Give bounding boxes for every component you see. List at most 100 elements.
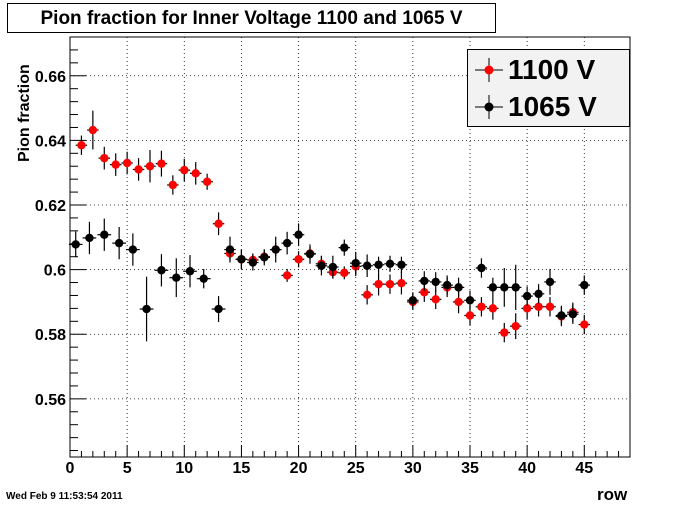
y-axis-label: Pion fraction (16, 64, 33, 162)
data-point (397, 278, 406, 288)
data-point (100, 153, 109, 163)
data-point (465, 311, 475, 320)
chart-title-box: Pion fraction for Inner Voltage 1100 and… (7, 3, 496, 33)
data-point (134, 165, 143, 174)
x-tick-label: 20 (290, 460, 308, 477)
data-point (71, 240, 80, 249)
data-point (351, 258, 360, 268)
data-point (374, 260, 383, 269)
data-point (77, 141, 86, 150)
data-series (68, 110, 590, 343)
y-tick-label: 0.58 (35, 327, 66, 344)
data-point (282, 238, 292, 248)
data-point (545, 277, 555, 287)
x-tick-label: 45 (575, 460, 593, 477)
data-point (500, 283, 509, 292)
data-point (202, 177, 212, 186)
legend-entry-1100v: 1100 V (468, 52, 629, 88)
data-point (88, 125, 98, 135)
data-point (442, 280, 452, 290)
data-point (511, 321, 520, 331)
data-point (374, 279, 383, 289)
data-point (362, 261, 372, 270)
data-point (214, 219, 223, 228)
legend: 1100 V 1065 V (467, 49, 630, 127)
data-point (180, 165, 189, 175)
data-point (580, 280, 589, 290)
data-point (128, 245, 138, 254)
chart-title: Pion fraction for Inner Voltage 1100 and… (40, 8, 463, 29)
data-point (185, 267, 195, 276)
y-tick-label: 0.62 (35, 198, 66, 215)
y-tick-label: 0.56 (35, 392, 66, 409)
data-point (114, 238, 124, 248)
data-point (454, 283, 463, 292)
data-point (282, 271, 292, 280)
data-point (545, 302, 555, 311)
data-point (522, 291, 532, 301)
x-tick-label: 40 (518, 460, 536, 477)
data-point (317, 261, 326, 270)
data-point (248, 258, 258, 267)
data-point (294, 255, 303, 264)
data-point (122, 158, 132, 168)
data-point (397, 260, 406, 269)
data-point (157, 159, 166, 168)
data-point (340, 268, 349, 278)
data-point (454, 297, 463, 307)
data-point (85, 233, 94, 243)
data-point (568, 310, 578, 319)
data-point (420, 288, 429, 297)
y-tick-label: 0.66 (35, 69, 66, 86)
data-point (500, 328, 509, 337)
data-point (477, 263, 486, 273)
data-point (522, 304, 532, 313)
data-point (511, 283, 520, 292)
data-point (260, 253, 269, 262)
data-point (431, 295, 440, 304)
data-point (340, 243, 349, 252)
data-point (225, 245, 235, 254)
data-point (271, 245, 280, 254)
data-point (294, 230, 303, 239)
x-axis-label: row (597, 485, 628, 504)
data-point (157, 266, 166, 275)
data-point (145, 162, 155, 171)
data-point (431, 277, 440, 287)
legend-label-1065v: 1065 V (508, 91, 597, 122)
axis-ticks (69, 49, 620, 457)
y-tick-label: 0.64 (35, 133, 66, 150)
y-tick-label: 0.6 (44, 263, 66, 280)
legend-entry-1065v: 1065 V (468, 89, 629, 125)
series-1100v (75, 110, 590, 343)
data-point (142, 304, 151, 314)
x-tick-label: 30 (404, 460, 422, 477)
legend-marker-red-icon (475, 58, 503, 82)
data-point (534, 302, 543, 311)
data-point (408, 296, 418, 305)
data-point (328, 262, 338, 272)
x-tick-label: 35 (461, 460, 479, 477)
x-tick-label: 5 (123, 460, 132, 477)
data-point (385, 279, 395, 289)
series-1065v (68, 218, 590, 342)
data-point (385, 259, 395, 268)
legend-label-1100v: 1100 V (508, 54, 596, 85)
data-point (214, 304, 223, 314)
data-point (488, 283, 498, 292)
data-point (534, 289, 543, 299)
x-tick-label: 25 (347, 460, 365, 477)
data-point (488, 304, 498, 313)
data-point (111, 160, 120, 169)
x-tick-label: 15 (233, 460, 251, 477)
data-point (168, 180, 178, 190)
legend-marker-black-icon (475, 95, 503, 119)
data-point (237, 255, 246, 264)
data-point (191, 169, 200, 178)
x-tick-label: 10 (175, 460, 193, 477)
x-tick-label: 0 (66, 460, 75, 477)
data-point (172, 273, 181, 282)
data-point (420, 276, 429, 286)
grid-lines (69, 37, 630, 457)
